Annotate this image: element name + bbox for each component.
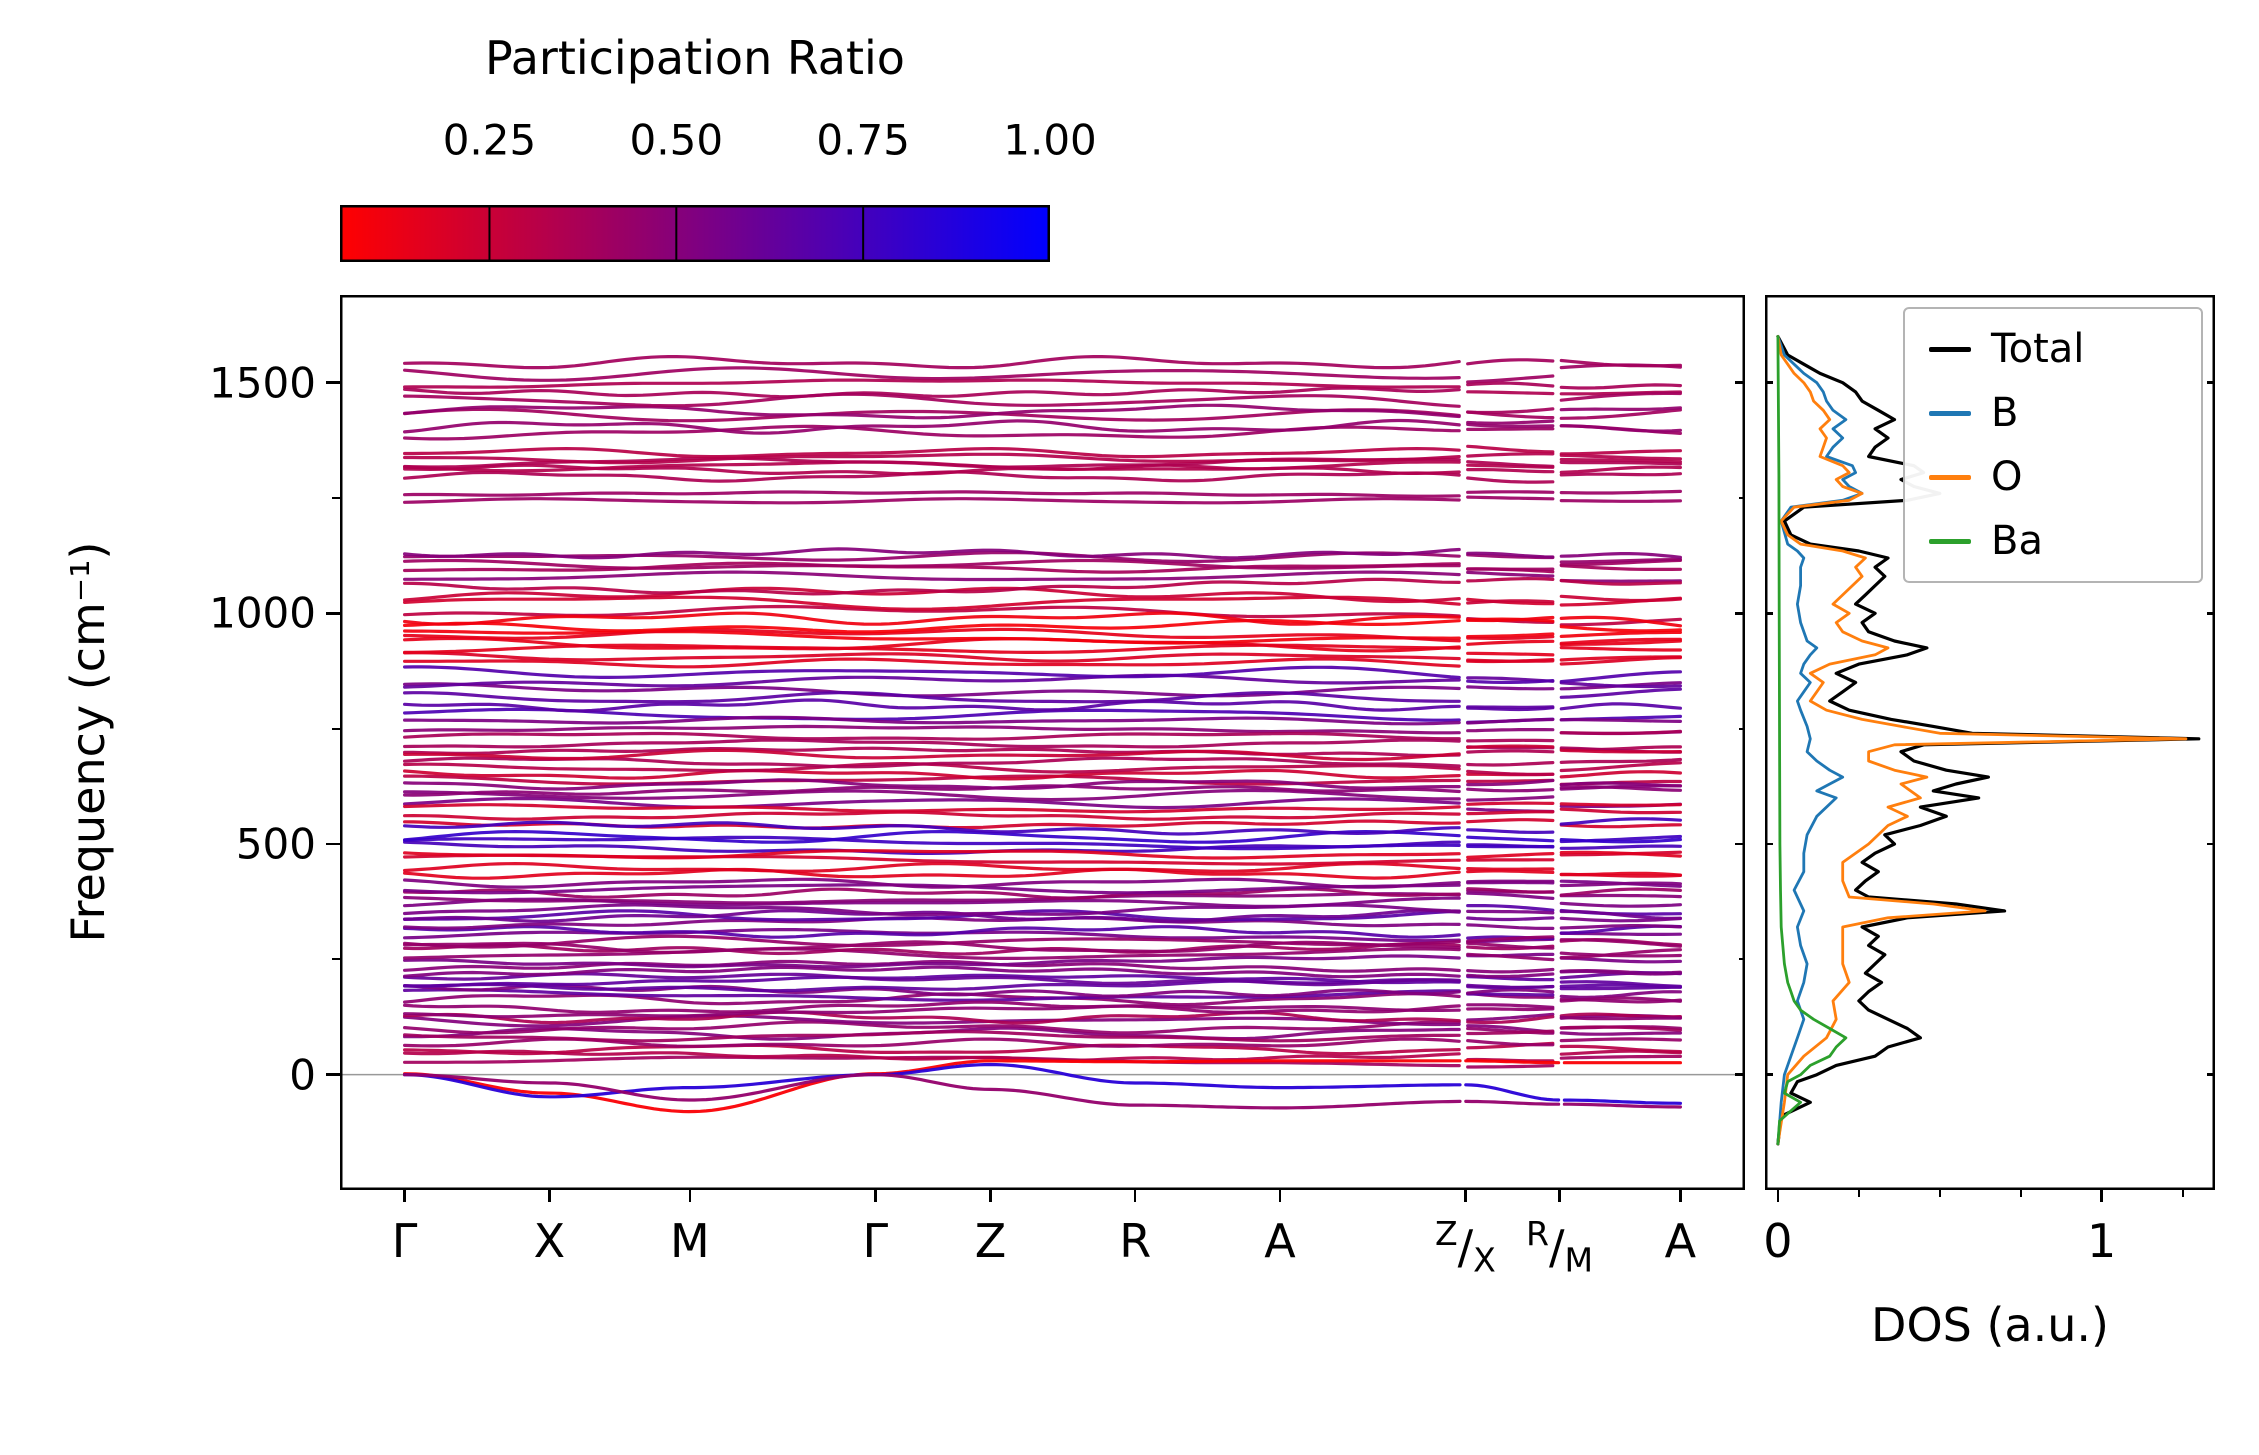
dos-y-tick-left (1765, 842, 1773, 846)
dos-axis-label: DOS (a.u.) (1871, 1298, 2109, 1352)
y-tick-label: 1000 (209, 588, 316, 638)
legend-item-o: O (1929, 453, 2177, 501)
dos-x-minor-tick (2019, 1190, 2022, 1197)
k-tick-label: Γ (391, 1214, 418, 1268)
frequency-axis-label: Frequency (cm⁻¹) (61, 541, 115, 943)
colorbar-tick-label: 0.50 (629, 115, 724, 165)
legend-line-total-icon (1929, 346, 1971, 352)
legend-line-b-icon (1929, 410, 1971, 416)
k-tick (1464, 1190, 1467, 1202)
dos-x-tick-label: 1 (2087, 1214, 2117, 1268)
dos-legend: Total B O Ba (1903, 307, 2203, 583)
y-major-tick-right (1735, 612, 1745, 615)
legend-label-o: O (1991, 454, 2023, 500)
dos-x-tick-label: 0 (1763, 1214, 1793, 1268)
band-structure-plot (340, 295, 1745, 1190)
k-tick (989, 1190, 992, 1202)
y-major-tick-right (1735, 381, 1745, 384)
dos-y-tick-right (2207, 381, 2215, 384)
y-tick-label: 1500 (209, 358, 316, 408)
dos-x-minor-tick (1938, 1190, 1941, 1197)
y-tick-label: 500 (235, 819, 316, 869)
y-tick-label: 0 (289, 1050, 316, 1100)
k-tick-label: M (669, 1214, 710, 1268)
colorbar-title: Participation Ratio (485, 31, 905, 85)
legend-item-b: B (1929, 389, 2177, 437)
dos-y-tick-right (2207, 1073, 2215, 1076)
colorbar-tick-label: 0.75 (816, 115, 910, 165)
y-major-tick-right (1735, 1073, 1745, 1076)
legend-line-o-icon (1929, 474, 1971, 480)
legend-label-b: B (1991, 390, 2019, 436)
y-minor-tick (332, 496, 340, 499)
k-tick (1679, 1190, 1682, 1202)
y-minor-tick-right (1739, 727, 1745, 730)
k-tick (874, 1190, 877, 1202)
k-tick-label: X (533, 1214, 566, 1268)
legend-label-total: Total (1991, 326, 2085, 372)
legend-label-ba: Ba (1991, 518, 2043, 564)
dos-x-minor-tick (2181, 1190, 2184, 1197)
k-tick-label: Z (974, 1214, 1007, 1268)
dos-plot (1765, 295, 2215, 1190)
band-structure-panel (340, 295, 1745, 1190)
legend-line-ba-icon (1929, 538, 1971, 544)
y-major-tick-right (1735, 842, 1745, 846)
y-major-tick (326, 842, 340, 846)
dos-x-major-tick (1776, 1190, 1780, 1202)
y-minor-tick-right (1739, 958, 1745, 961)
k-label-sub: M (1564, 1240, 1594, 1280)
k-tick-label: A (1664, 1214, 1697, 1268)
k-tick (1133, 1190, 1137, 1202)
dos-y-tick-right (2207, 842, 2215, 846)
dos-y-tick-left (1765, 1073, 1773, 1076)
y-minor-tick-right (1739, 496, 1745, 499)
k-tick (548, 1190, 551, 1202)
k-tick (403, 1190, 406, 1202)
k-tick-label: R/M (1525, 1214, 1594, 1280)
colorbar-gradient (340, 205, 1050, 262)
dos-x-minor-tick (1857, 1190, 1860, 1197)
colorbar-panel (340, 205, 1050, 262)
colorbar-tick-label: 1.00 (1003, 115, 1097, 165)
y-major-tick (326, 1073, 340, 1076)
dos-y-tick-right (2207, 612, 2215, 615)
k-tick (1558, 1190, 1561, 1202)
y-major-tick (326, 612, 340, 615)
colorbar-tick-label: 0.25 (442, 115, 537, 165)
legend-item-total: Total (1929, 325, 2177, 373)
y-major-tick (326, 381, 340, 384)
y-minor-tick (332, 958, 340, 961)
k-label-sup: Z (1434, 1214, 1458, 1253)
dos-y-tick-left (1765, 612, 1773, 615)
k-tick-label: Z/X (1434, 1214, 1496, 1280)
k-tick-label: Γ (862, 1214, 889, 1268)
legend-item-ba: Ba (1929, 517, 2177, 565)
k-tick (1278, 1190, 1282, 1202)
y-minor-tick (332, 727, 340, 730)
k-tick-label: A (1264, 1214, 1296, 1268)
dos-y-tick-left (1765, 381, 1773, 384)
k-label-sub: X (1473, 1240, 1496, 1280)
k-tick (688, 1190, 692, 1202)
dos-x-major-tick (2100, 1190, 2103, 1202)
k-label-sup: R (1525, 1214, 1549, 1253)
k-tick-label: R (1119, 1214, 1152, 1268)
